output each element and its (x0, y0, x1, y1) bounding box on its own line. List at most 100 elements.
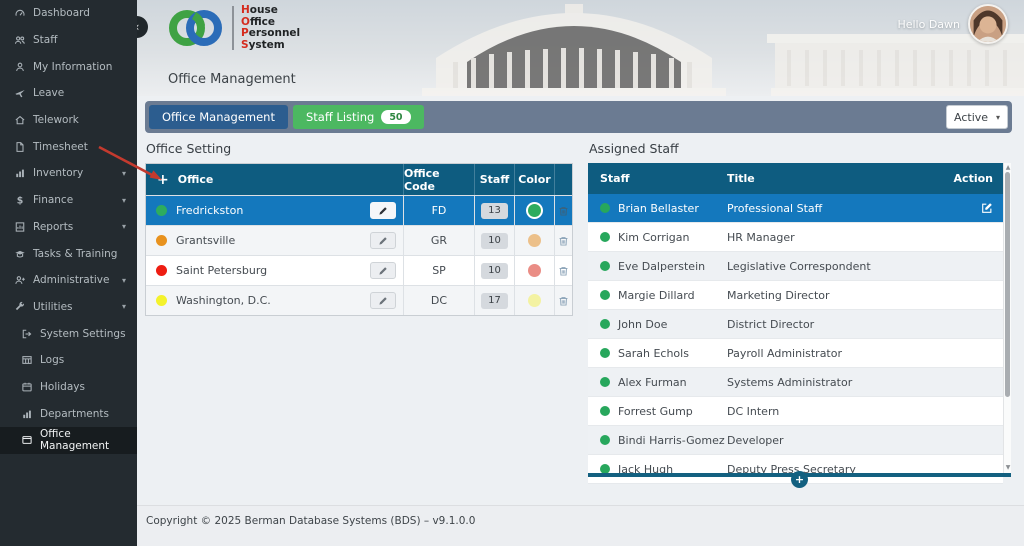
staff-name: Jack Hugh (618, 462, 674, 476)
column-header-staff: Staff (600, 172, 630, 185)
staff-row[interactable]: Brian Bellaster Professional Staff (588, 194, 1003, 223)
staff-row[interactable]: Kim Corrigan HR Manager (588, 223, 1003, 252)
staff-status-dot (600, 406, 610, 416)
sidebar-item-label: Departments (40, 407, 110, 420)
sidebar-item-my-information[interactable]: My Information (0, 53, 137, 80)
staff-name: Eve Dalperstein (618, 259, 706, 273)
edit-office-button[interactable] (370, 262, 396, 279)
staff-row[interactable]: John Doe District Director (588, 310, 1003, 339)
user-greeting: Hello Dawn (897, 4, 1008, 44)
scrollbar[interactable]: ▲ ▼ (1003, 163, 1011, 473)
chevron-down-icon: ▾ (995, 112, 1000, 122)
pencil-icon (379, 206, 387, 215)
staff-icon (13, 34, 26, 47)
sidebar-item-departments[interactable]: Departments (0, 400, 137, 427)
sidebar-item-label: Dashboard (33, 7, 90, 20)
add-staff-button[interactable]: + (791, 471, 808, 488)
sidebar-item-telework[interactable]: Telework (0, 107, 137, 134)
sidebar-item-leave[interactable]: Leave (0, 80, 137, 107)
sidebar-item-label: Inventory (33, 167, 84, 180)
sidebar-item-reports[interactable]: Reports ▾ (0, 214, 137, 241)
office-code: DC (403, 286, 474, 315)
scroll-up-icon[interactable]: ▲ (1005, 164, 1011, 171)
sidebar-item-label: Administrative (33, 274, 110, 287)
tab-office-management[interactable]: Office Management (149, 105, 288, 129)
delete-office-button[interactable] (558, 205, 569, 217)
staff-status-dot (600, 377, 610, 387)
staff-title: Deputy Press Secretary (727, 462, 856, 476)
staff-row[interactable]: Alex Furman Systems Administrator (588, 368, 1003, 397)
sidebar-item-logs[interactable]: Logs (0, 347, 137, 374)
staff-count: 17 (481, 292, 508, 309)
sidebar-item-dashboard[interactable]: Dashboard (0, 0, 137, 27)
sidebar-item-staff[interactable]: Staff (0, 27, 137, 54)
tab-bar: Office Management Staff Listing 50 Activ… (145, 101, 1012, 133)
staff-row[interactable]: Margie Dillard Marketing Director (588, 281, 1003, 310)
staff-title: Professional Staff (727, 201, 823, 215)
window-icon (20, 434, 33, 447)
pencil-icon (379, 236, 387, 245)
office-row[interactable]: Grantsville GR 10 (146, 225, 572, 255)
dashboard-icon (13, 7, 26, 20)
staff-name: John Doe (618, 317, 668, 331)
calendar-icon (20, 380, 33, 393)
staff-row[interactable]: Forrest Gump DC Intern (588, 397, 1003, 426)
sidebar-item-label: Telework (33, 114, 79, 127)
sidebar-item-office-management[interactable]: Office Management (0, 427, 137, 454)
add-office-button[interactable]: + (157, 171, 169, 188)
app-logo[interactable]: House Office Personnel System (167, 4, 300, 51)
tab-staff-listing[interactable]: Staff Listing 50 (292, 105, 424, 129)
pencil-icon (379, 296, 387, 305)
sidebar-item-holidays[interactable]: Holidays (0, 374, 137, 401)
avatar[interactable] (968, 4, 1008, 44)
staff-row[interactable]: Bindi Harris-Gomez Developer (588, 426, 1003, 455)
staff-count-badge: 50 (381, 110, 411, 124)
edit-office-button[interactable] (370, 232, 396, 249)
edit-office-button[interactable] (370, 292, 396, 309)
scroll-down-icon[interactable]: ▼ (1005, 464, 1011, 471)
sidebar-item-inventory[interactable]: Inventory ▾ (0, 160, 137, 187)
status-select-value: Active (954, 110, 989, 124)
assigned-staff-title: Assigned Staff (589, 141, 679, 156)
status-filter-select[interactable]: Active ▾ (946, 105, 1008, 129)
column-header-staff: Staff (474, 164, 514, 195)
edit-staff-icon[interactable] (981, 202, 993, 214)
sidebar-item-label: Timesheet (33, 140, 88, 153)
user-plus-icon (13, 274, 26, 287)
sidebar-collapse-button[interactable]: ‹ (137, 16, 148, 38)
sidebar-item-finance[interactable]: $ Finance ▾ (0, 187, 137, 214)
delete-office-button[interactable] (558, 265, 569, 277)
sidebar-item-administrative[interactable]: Administrative ▾ (0, 267, 137, 294)
office-name: Fredrickston (176, 204, 244, 217)
office-row[interactable]: Fredrickston FD 13 (146, 195, 572, 225)
office-code: FD (403, 196, 474, 225)
staff-title: Systems Administrator (727, 375, 853, 389)
staff-status-dot (600, 435, 610, 445)
staff-status-dot (600, 261, 610, 271)
scrollbar-thumb[interactable] (1005, 172, 1010, 397)
sidebar-item-system-settings[interactable]: System Settings (0, 320, 137, 347)
sidebar-item-label: Office Management (40, 428, 110, 453)
page-title: Office Management (168, 72, 296, 87)
assigned-staff-header: Staff Title Action (588, 163, 1003, 194)
office-row[interactable]: Washington, D.C. DC 17 (146, 285, 572, 315)
sidebar-item-utilities[interactable]: Utilities ▾ (0, 294, 137, 321)
graduation-icon (13, 247, 26, 260)
staff-title: HR Manager (727, 230, 795, 244)
office-color-dot (156, 265, 167, 276)
sidebar-item-label: Logs (40, 354, 65, 367)
delete-office-button[interactable] (558, 295, 569, 307)
edit-office-button[interactable] (370, 202, 396, 219)
sidebar-item-tasks-training[interactable]: Tasks & Training (0, 240, 137, 267)
staff-row[interactable]: Eve Dalperstein Legislative Corresponden… (588, 252, 1003, 281)
staff-status-dot (600, 232, 610, 242)
office-row[interactable]: Saint Petersburg SP 10 (146, 255, 572, 285)
staff-status-dot (600, 319, 610, 329)
sidebar-item-timesheet[interactable]: Timesheet (0, 133, 137, 160)
staff-row[interactable]: Sarah Echols Payroll Administrator (588, 339, 1003, 368)
trash-icon (559, 296, 568, 306)
delete-office-button[interactable] (558, 235, 569, 247)
staff-name: Brian Bellaster (618, 201, 699, 215)
staff-title: District Director (727, 317, 815, 331)
